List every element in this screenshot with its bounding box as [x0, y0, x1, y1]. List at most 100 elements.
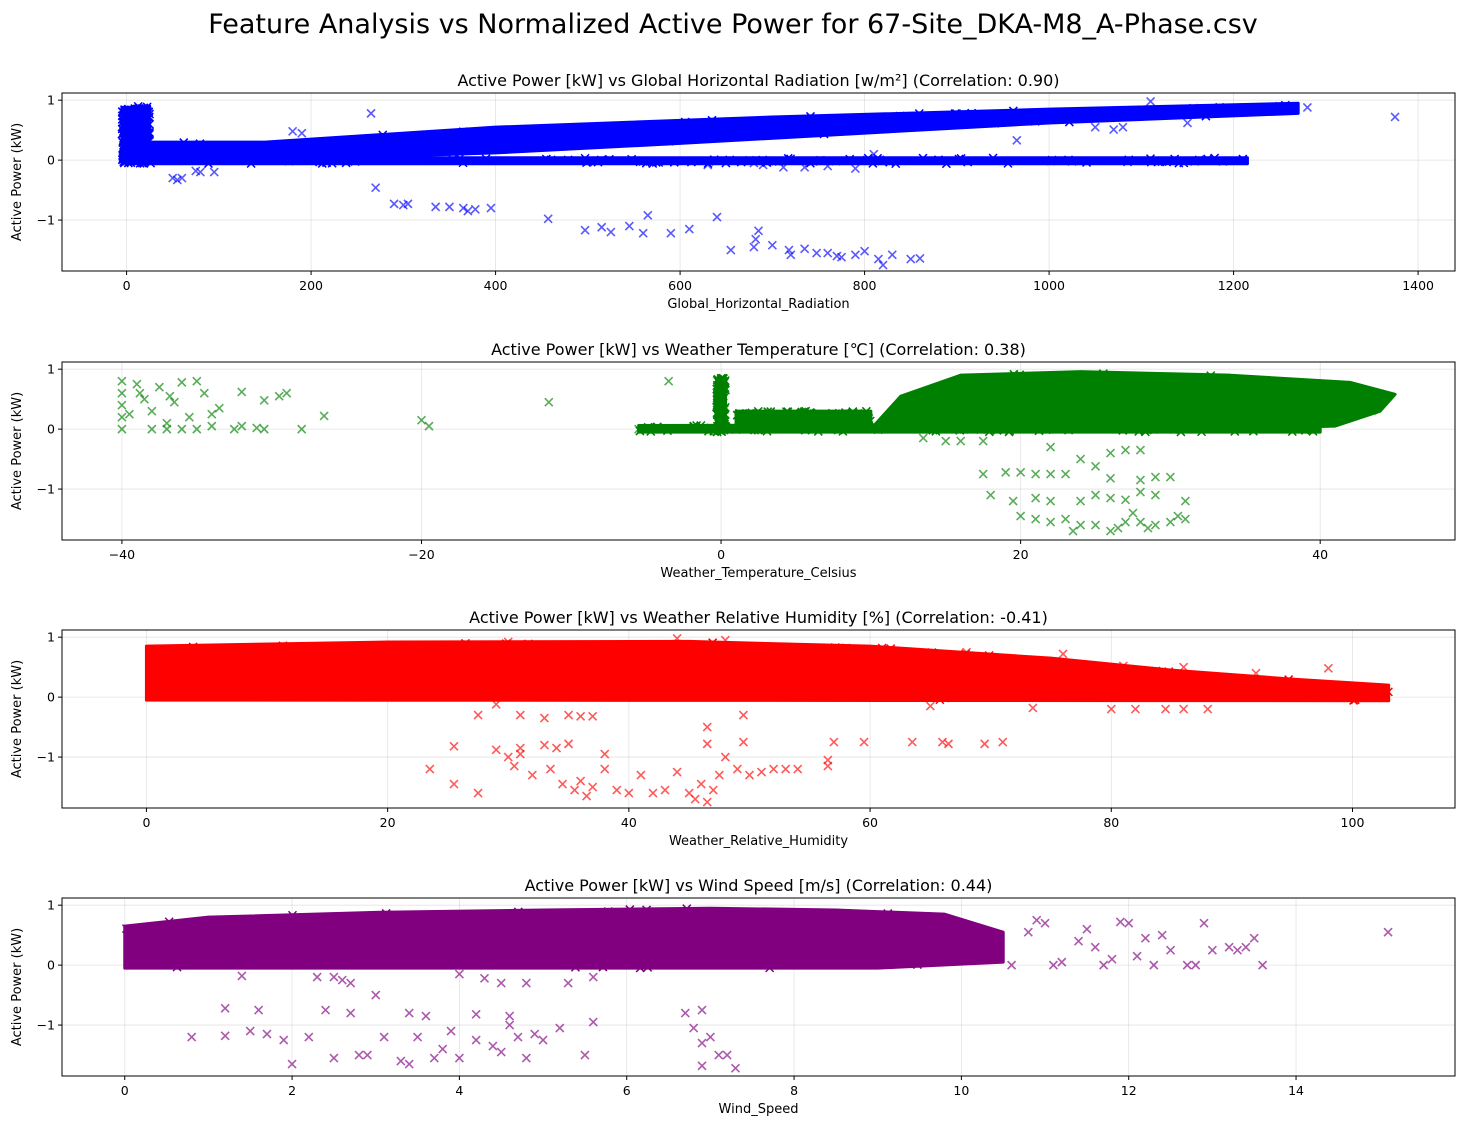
scatter-points [117, 369, 1397, 536]
data-point [492, 130, 502, 140]
data-point [975, 399, 985, 409]
data-point [722, 1050, 732, 1060]
data-point [766, 407, 776, 417]
data-point [1075, 520, 1086, 530]
y-tick-label: −1 [37, 1018, 55, 1033]
data-point [996, 655, 1006, 665]
data-point [538, 1035, 548, 1045]
data-point [576, 776, 586, 786]
data-point [1390, 112, 1400, 122]
data-point [252, 156, 262, 166]
data-point [317, 641, 327, 651]
data-point [1040, 918, 1050, 928]
data-point [983, 377, 993, 387]
data-point [1259, 401, 1269, 411]
data-point [1025, 380, 1035, 390]
data-point [1060, 469, 1071, 479]
data-point [937, 421, 947, 431]
data-point [791, 419, 801, 429]
data-point [346, 1008, 356, 1018]
plot-frame [61, 897, 1456, 1077]
x-tick-label: 40 [621, 815, 637, 830]
data-point [1332, 689, 1342, 699]
data-point [998, 737, 1008, 747]
data-point [1145, 154, 1156, 164]
data-point [957, 390, 967, 400]
data-point [914, 108, 924, 119]
data-point [1358, 394, 1368, 404]
data-point [361, 137, 371, 147]
data-point [689, 933, 700, 943]
data-point [287, 910, 298, 920]
data-point [382, 132, 392, 142]
data-point [664, 136, 674, 146]
data-point [883, 421, 893, 431]
data-point [1048, 399, 1058, 409]
data-point [878, 260, 888, 270]
data-point [297, 128, 307, 138]
data-point [1248, 377, 1259, 387]
data-point [669, 123, 679, 133]
data-point [135, 105, 145, 115]
data-point [229, 147, 239, 157]
data-point [497, 139, 507, 149]
data-point [829, 737, 839, 747]
data-point [765, 963, 775, 973]
data-point [555, 1023, 565, 1033]
data-point [714, 770, 724, 780]
data-point [988, 153, 998, 163]
data-point [164, 154, 174, 164]
data-point [813, 421, 823, 431]
data-point [440, 143, 450, 153]
data-point [446, 1026, 456, 1036]
data-point [954, 154, 964, 164]
data-point [906, 254, 916, 264]
data-point [1236, 409, 1246, 419]
data-point [864, 942, 874, 952]
data-point [1031, 469, 1041, 479]
data-point [337, 975, 347, 985]
data-point [1323, 663, 1333, 673]
data-point [969, 408, 979, 418]
data-point [855, 685, 866, 695]
data-point [354, 1050, 364, 1060]
dense-point-cloud [144, 639, 1391, 703]
plot-frame [61, 629, 1456, 809]
data-point [685, 941, 695, 951]
data-point [1165, 472, 1175, 482]
data-point [1249, 933, 1259, 943]
data-point [1015, 422, 1026, 432]
data-point [259, 395, 269, 405]
data-point [1028, 703, 1038, 713]
data-point [1064, 117, 1074, 127]
data-point [984, 650, 994, 661]
data-point [1248, 426, 1258, 436]
data-point [195, 145, 205, 155]
data-point [986, 490, 996, 500]
x-tick-label: 1200 [1218, 278, 1250, 293]
data-point [779, 907, 790, 917]
data-point [863, 690, 873, 700]
data-point [1171, 109, 1181, 119]
data-point [1207, 386, 1217, 396]
data-point [840, 116, 850, 126]
data-point [707, 115, 717, 125]
data-point [697, 1038, 707, 1048]
data-point [428, 657, 438, 667]
data-point [593, 157, 603, 167]
data-point [503, 637, 513, 647]
data-point [1294, 406, 1304, 416]
data-point [1149, 960, 1159, 970]
data-point [830, 932, 841, 942]
data-point [922, 112, 932, 123]
data-point [762, 426, 772, 436]
data-point [621, 689, 631, 699]
data-point [736, 157, 746, 167]
data-point [224, 144, 234, 154]
data-point [812, 248, 822, 258]
data-point [164, 917, 174, 927]
data-point [147, 932, 157, 942]
data-point [801, 954, 811, 964]
data-point [1280, 690, 1290, 700]
data-point [600, 764, 610, 774]
